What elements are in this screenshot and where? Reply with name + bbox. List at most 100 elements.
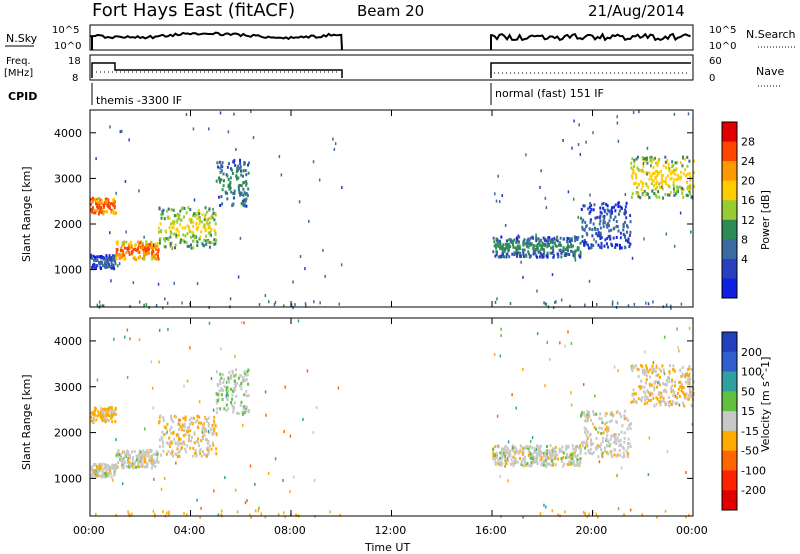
- scatter-cell: [526, 239, 529, 243]
- scatter-cell: [152, 463, 155, 467]
- scatter-noise: [522, 275, 524, 279]
- scatter-cell: [595, 231, 598, 235]
- scatter-noise: [149, 456, 152, 460]
- scatter-cell: [600, 431, 603, 435]
- scatter-cell: [550, 459, 553, 463]
- scatter-cell: [641, 368, 644, 372]
- scatter-cell: [598, 222, 601, 226]
- scatter-cell: [628, 233, 631, 237]
- scatter-cell: [689, 178, 692, 182]
- scatter-cell: [589, 202, 592, 206]
- scatter-noise: [220, 347, 222, 351]
- scatter-cell: [96, 205, 99, 209]
- scatter-cell: [652, 369, 655, 373]
- scatter-cell: [529, 452, 532, 456]
- cpid-strip: CPID themis -3300 IF normal (fast) 151 I…: [8, 83, 604, 107]
- scatter-cell: [537, 445, 540, 449]
- scatter-cell: [230, 375, 233, 379]
- scatter-cell: [133, 244, 136, 248]
- scatter-cell: [187, 430, 190, 434]
- scatter-cell: [147, 251, 150, 255]
- scatter-cell: [629, 445, 632, 449]
- scatter-cell: [127, 450, 130, 454]
- nsearch-label: N.Search: [746, 28, 796, 41]
- scatter-cell: [626, 427, 629, 431]
- scatter-cell: [170, 431, 173, 435]
- scatter-noise: [267, 471, 270, 475]
- scatter-noise: [224, 476, 226, 480]
- scatter-cell: [523, 455, 526, 459]
- scatter-cell: [599, 236, 602, 240]
- scatter-cell: [516, 238, 519, 242]
- scatter-noise: [685, 471, 687, 475]
- scatter-cell: [93, 266, 96, 270]
- scatter-cell: [527, 245, 530, 249]
- scatter-cell: [501, 248, 504, 252]
- scatter-cell: [148, 247, 151, 251]
- scatter-ground: [257, 509, 260, 513]
- scatter-cell: [100, 414, 103, 418]
- scatter-cell: [197, 208, 200, 212]
- scatter-cell: [215, 179, 218, 183]
- scatter-cell: [654, 177, 657, 181]
- scatter-cell: [681, 191, 684, 195]
- scatter-cell: [165, 432, 168, 436]
- scatter-cell: [641, 168, 644, 172]
- scatter-ground: [99, 304, 101, 308]
- scatter-cell: [655, 174, 658, 178]
- scatter-cell: [671, 165, 674, 169]
- scatter-noise: [674, 394, 677, 398]
- scatter-cell: [593, 226, 596, 230]
- scatter-cell: [600, 448, 603, 452]
- scatter-cell: [246, 373, 249, 377]
- scatter-cell: [128, 453, 131, 457]
- scatter-cell: [501, 454, 504, 458]
- scatter-noise: [289, 490, 291, 494]
- scatter-ground: [633, 302, 636, 306]
- scatter-cell: [201, 427, 204, 431]
- velocity-colorbar-swatch: [722, 450, 737, 471]
- scatter-noise: [332, 137, 334, 141]
- scatter-cell: [506, 457, 509, 461]
- scatter-noise: [499, 474, 502, 478]
- scatter-cell: [103, 475, 106, 479]
- scatter-noise: [495, 199, 498, 203]
- scatter-cell: [579, 450, 582, 454]
- scatter-cell: [112, 467, 115, 471]
- scatter-cell: [555, 244, 558, 248]
- scatter-cell: [219, 382, 222, 386]
- scatter-noise: [95, 157, 97, 161]
- scatter-cell: [532, 460, 535, 464]
- scatter-cell: [678, 185, 681, 189]
- scatter-cell: [545, 445, 548, 449]
- scatter-cell: [157, 248, 160, 252]
- scatter-cell: [143, 457, 146, 461]
- scatter-cell: [163, 425, 166, 429]
- scatter-cell: [181, 446, 184, 450]
- scatter-noise: [632, 111, 635, 115]
- scatter-noise: [549, 357, 551, 361]
- scatter-cell: [600, 454, 603, 458]
- scatter-cell: [508, 238, 511, 242]
- scatter-cell: [648, 156, 651, 160]
- scatter-cell: [245, 406, 248, 410]
- scatter-cell: [208, 431, 211, 435]
- scatter-ground: [304, 302, 307, 306]
- scatter-cell: [192, 239, 195, 243]
- scatter-cell: [622, 447, 625, 451]
- scatter-cell: [532, 246, 535, 250]
- scatter-cell: [553, 448, 556, 452]
- scatter-cell: [595, 412, 598, 416]
- scatter-cell: [663, 389, 666, 393]
- scatter-cell: [552, 447, 555, 451]
- scatter-cell: [133, 463, 136, 467]
- scatter-cell: [195, 226, 198, 230]
- scatter-cell: [500, 464, 503, 468]
- scatter-noise: [666, 450, 669, 454]
- scatter-cell: [672, 393, 675, 397]
- scatter-cell: [186, 232, 189, 236]
- scatter-cell: [539, 238, 542, 242]
- scatter-cell: [112, 209, 115, 213]
- scatter-cell: [99, 474, 102, 478]
- scatter-cell: [117, 460, 120, 464]
